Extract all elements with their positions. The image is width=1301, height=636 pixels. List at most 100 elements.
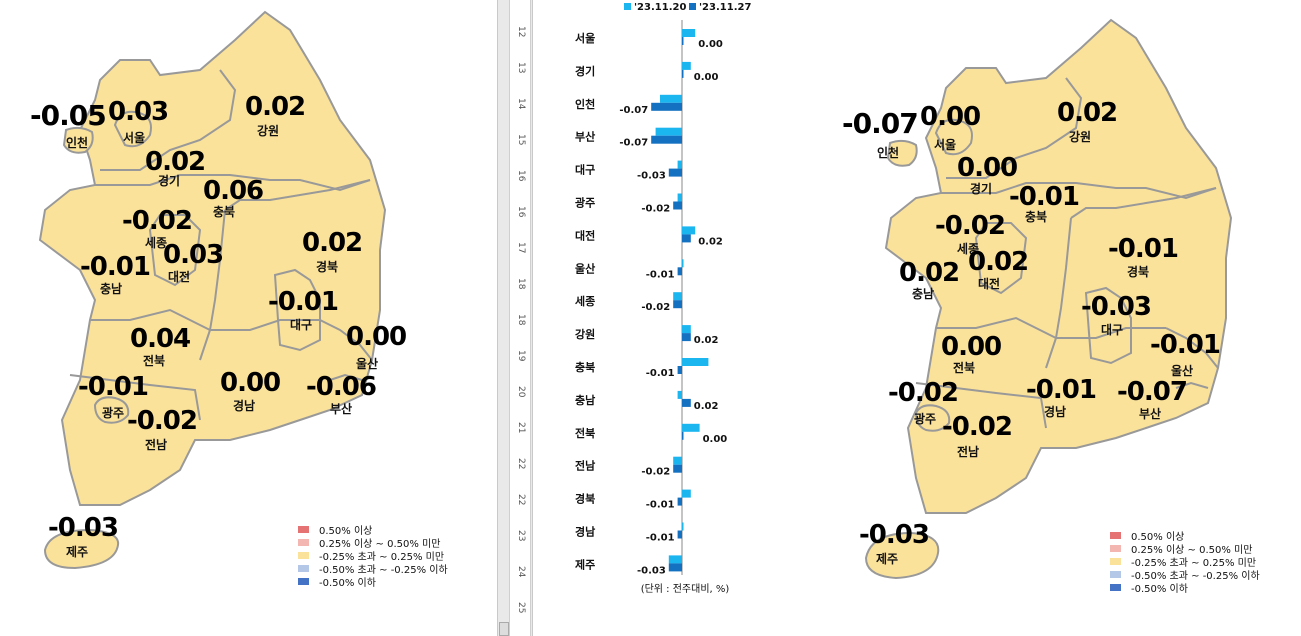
right-map-region-name-2: 경기: [970, 182, 993, 196]
ruler-number: 22: [516, 458, 526, 470]
chart-data-label: -0.01: [646, 500, 675, 511]
chart-bar-series2: [682, 37, 684, 45]
left-map-value-16: -0.03: [48, 513, 119, 543]
ruler-number: 19: [516, 350, 526, 362]
left-map-value-14: -0.06: [306, 372, 377, 402]
right-map-region-name-6: 충남: [912, 287, 935, 301]
left-map-region-name-14: 부산: [330, 402, 353, 416]
legend-swatch: [1110, 532, 1121, 539]
legend-label: -0.25% 초과 ~ 0.25% 미만: [319, 552, 445, 563]
right-map-value-6: 0.02: [899, 258, 960, 288]
chart-category-label: 세종: [575, 294, 595, 308]
right-map-value-9: -0.03: [1081, 292, 1152, 322]
chart-category-label: 강원: [575, 327, 595, 341]
chart-data-label: 0.02: [694, 335, 719, 346]
chart-bar-series1: [673, 456, 682, 465]
chart-data-label: -0.02: [641, 467, 670, 478]
left-jeju-shape: [43, 528, 120, 570]
legend-label: -0.50% 초과 ~ -0.25% 이하: [1131, 571, 1260, 582]
left-map-region-name-1: 서울: [123, 131, 146, 145]
chart-data-label: -0.02: [641, 302, 670, 313]
right-map-region-name-11: 전북: [953, 361, 976, 375]
legend-label: -0.50% 초과 ~ -0.25% 이하: [319, 565, 448, 576]
right-map-value-11: 0.00: [941, 332, 1002, 362]
legend-label: -0.25% 초과 ~ 0.25% 미만: [1131, 558, 1257, 569]
legend-row: 0.50% 이상: [298, 523, 448, 537]
right-map-region-name-4: 충북: [1025, 210, 1048, 224]
right-map-value-12: -0.02: [888, 378, 959, 408]
chart-bar-series2: [677, 530, 682, 539]
left-map-region-name-3: 강원: [257, 124, 280, 138]
left-map-value-4: 0.06: [203, 176, 264, 206]
legend-swatch: [1110, 545, 1121, 552]
left-map-value-2: 0.02: [145, 147, 206, 177]
right-map-region-name-12: 광주: [914, 412, 937, 426]
chart-data-label: -0.07: [619, 138, 648, 149]
ruler-number: 24: [516, 566, 526, 578]
bar-chart-panel: '23.11.20 '23.11.27 서울 0.00 경기 0.00 인천 -0.07 부산 -…: [533, 0, 833, 636]
chart-data-label: 0.00: [698, 39, 723, 50]
chart-data-label: 0.02: [698, 236, 723, 247]
legend-label: 0.25% 이상 ~ 0.50% 미만: [1131, 545, 1253, 556]
left-map-region-name-13: 경남: [233, 399, 256, 413]
right-korea-map: [864, 18, 1233, 580]
right-map-region-name-14: 부산: [1139, 407, 1162, 421]
chart-category-label: 광주: [575, 197, 595, 210]
chart-bar-series2: [682, 333, 691, 342]
chart-category-label: 서울: [575, 31, 595, 45]
scroll-corner-icon[interactable]: [499, 622, 509, 636]
left-map-region-name-2: 경기: [158, 174, 181, 188]
chart-category-label: 경남: [575, 525, 595, 539]
legend-swatch: [298, 539, 309, 546]
chart-category-label: 대구: [575, 163, 595, 177]
left-map-value-5: -0.02: [122, 206, 193, 236]
right-map-region-name-0: 인천: [877, 146, 900, 160]
right-map-value-0: -0.07: [842, 107, 919, 140]
left-map-value-6: -0.01: [80, 252, 151, 282]
right-map-value-3: 0.02: [1057, 98, 1118, 128]
chart-data-label: -0.03: [637, 171, 666, 182]
legend-label: 0.25% 이상 ~ 0.50% 미만: [319, 539, 441, 550]
bar-chart: '23.11.20 '23.11.27 서울 0.00 경기 0.00 인천 -0.07 부산 -…: [575, 2, 751, 595]
chart-legend-swatch-2: [689, 3, 696, 10]
legend-row: -0.50% 이하: [298, 575, 448, 589]
left-map-value-7: 0.03: [163, 240, 224, 270]
right-map-region-name-8: 경북: [1127, 265, 1150, 279]
chart-bar-series2: [677, 366, 682, 374]
left-map-region-name-11: 전북: [143, 354, 166, 368]
chart-bar-series2: [668, 168, 682, 177]
ruler-number: 18: [516, 314, 526, 326]
left-map-value-12: -0.01: [78, 372, 149, 402]
left-map-region-name-12: 광주: [102, 406, 125, 420]
left-map-value-1: 0.03: [108, 97, 169, 127]
right-incheon-shape: [886, 139, 918, 167]
chart-bar-series1: [668, 555, 682, 564]
chart-bar-series2: [682, 69, 684, 78]
chart-data-label: -0.01: [646, 269, 675, 280]
chart-data-label: -0.02: [641, 204, 670, 215]
legend-row: -0.25% 초과 ~ 0.25% 미만: [298, 549, 448, 563]
chart-bar-series2: [651, 102, 682, 111]
chart-bar-series1: [673, 292, 682, 301]
chart-legend-label-1: '23.11.20: [634, 2, 686, 13]
chart-data-label: 0.00: [694, 72, 719, 83]
ruler-number: 17: [516, 242, 526, 254]
chart-category-label: 충남: [575, 393, 595, 407]
chart-bar-series2: [673, 464, 682, 473]
right-map-region-name-1: 서울: [934, 138, 957, 152]
legend-swatch: [1110, 571, 1121, 578]
legend-row: 0.50% 이상: [1110, 529, 1260, 543]
chart-bar-series1: [682, 259, 684, 268]
right-map-region-name-15: 전남: [957, 445, 980, 459]
left-map-region-name-10: 울산: [356, 357, 379, 371]
left-map-value-9: -0.01: [268, 287, 339, 317]
left-map-region-name-15: 전남: [145, 438, 168, 452]
chart-bar-series2: [677, 497, 682, 506]
left-map-panel: -0.05 인천 0.03 서울 0.02 경기 0.02 강원 0.06 충북 -0.02 세종 -0…: [0, 0, 497, 636]
chart-bar-series1: [682, 489, 691, 498]
legend-swatch: [298, 552, 309, 559]
legend-swatch: [298, 565, 309, 572]
right-jeju-shape: [864, 531, 940, 580]
left-map-value-10: 0.00: [346, 322, 407, 352]
chart-data-label: 0.02: [694, 401, 719, 412]
